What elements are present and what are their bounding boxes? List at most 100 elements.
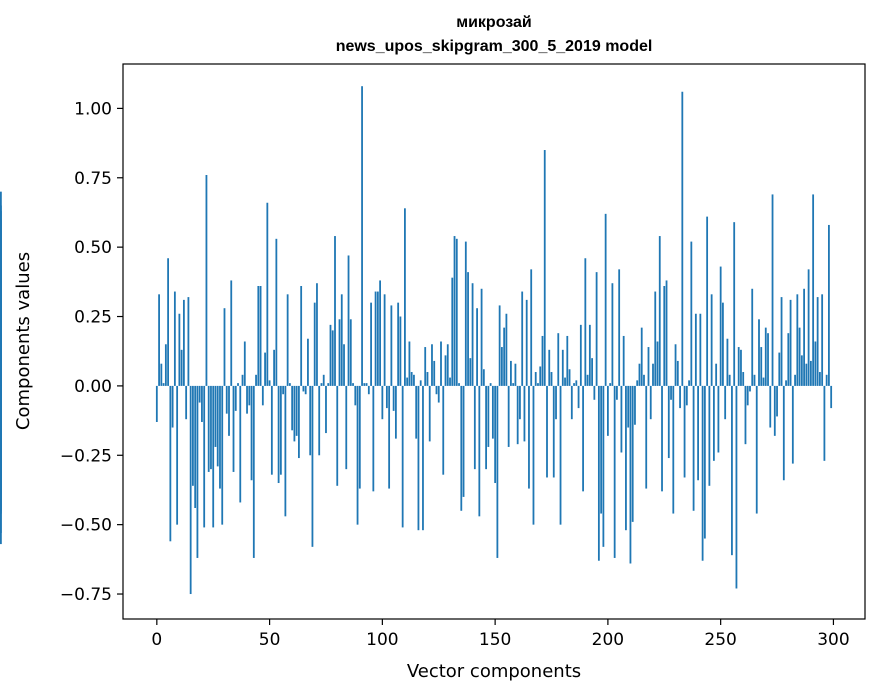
bar-215 <box>640 327 643 386</box>
bar-229 <box>672 385 675 514</box>
bar-213 <box>636 380 639 386</box>
bar-242 <box>701 385 704 561</box>
bar-169 <box>537 383 539 386</box>
bar-182 <box>566 335 569 386</box>
bar-286 <box>800 355 803 386</box>
bar-251 <box>722 302 724 386</box>
bar-11 <box>180 349 183 386</box>
bar-205 <box>618 269 621 386</box>
bar-35 <box>234 385 237 411</box>
bar-25 <box>212 385 215 528</box>
bar-293 <box>816 297 819 386</box>
bar-76 <box>327 383 330 386</box>
bar-268 <box>760 347 763 386</box>
bar-234 <box>683 385 686 478</box>
y-tick-label: 1.00 <box>74 99 112 119</box>
bar-58 <box>286 294 289 386</box>
bar-290 <box>809 360 812 386</box>
bar-240 <box>697 385 699 481</box>
bar-154 <box>503 327 506 386</box>
bar-78 <box>331 330 334 386</box>
bar-281 <box>789 299 792 386</box>
bar-74 <box>322 374 325 386</box>
bar-189 <box>582 385 584 492</box>
bar-71 <box>316 283 318 386</box>
bar-42 <box>250 385 253 481</box>
bar-128 <box>444 355 447 386</box>
bar-177 <box>555 385 557 420</box>
bar-212 <box>634 385 636 425</box>
bar-143 <box>478 385 481 517</box>
bar-201 <box>609 383 612 386</box>
bar-164 <box>525 299 528 386</box>
bar-135 <box>460 385 463 511</box>
bar-126 <box>440 341 442 386</box>
bar-188 <box>579 324 582 386</box>
bar-199 <box>604 213 607 386</box>
bar-219 <box>649 385 652 420</box>
bar-272 <box>769 385 772 428</box>
bar-261 <box>744 385 747 445</box>
bar-260 <box>742 372 745 386</box>
bar-22 <box>205 175 208 386</box>
bar-291 <box>812 194 815 386</box>
bar-210 <box>629 385 632 564</box>
bar-298 <box>828 224 830 386</box>
bar-127 <box>442 385 445 475</box>
bar-46 <box>259 286 262 386</box>
bar-249 <box>717 385 720 453</box>
bar-75 <box>325 385 327 434</box>
bar-255 <box>731 385 733 556</box>
bar-124 <box>435 385 438 395</box>
bar-197 <box>600 385 603 514</box>
bar-228 <box>670 385 672 400</box>
bar-81 <box>338 319 341 386</box>
bar-43 <box>252 385 255 558</box>
bar-120 <box>426 372 429 386</box>
bar-166 <box>530 269 533 386</box>
bar-68 <box>309 385 312 456</box>
bar-23 <box>207 385 210 472</box>
bar-194 <box>593 385 596 400</box>
x-axis-label: Vector components <box>407 661 581 682</box>
bar-227 <box>667 385 670 459</box>
bar-77 <box>329 324 332 386</box>
bar-104 <box>390 305 393 386</box>
bar-55 <box>279 385 282 475</box>
bar-153 <box>500 347 503 386</box>
bar-192 <box>588 324 591 386</box>
bar-142 <box>476 308 478 386</box>
bar-162 <box>521 291 524 386</box>
bar-282 <box>791 385 794 464</box>
bar-270 <box>764 327 767 386</box>
bar-175 <box>550 372 553 386</box>
bar-106 <box>394 385 397 439</box>
bar-8 <box>173 291 176 386</box>
bar-297 <box>825 374 828 386</box>
bar-252 <box>724 385 727 420</box>
x-tick-label: 250 <box>704 630 736 650</box>
bar-216 <box>643 374 645 386</box>
bar-16 <box>192 385 194 486</box>
bar-202 <box>611 283 614 386</box>
bar-158 <box>512 383 515 386</box>
bar-263 <box>749 385 751 392</box>
bar-285 <box>798 327 801 386</box>
bar-5 <box>167 258 169 386</box>
bar-83 <box>343 344 345 386</box>
bar-179 <box>559 385 562 525</box>
bar-172 <box>543 150 546 386</box>
bar-118 <box>422 385 424 531</box>
bar-103 <box>388 385 391 489</box>
bar-21 <box>203 385 206 528</box>
bar-6 <box>169 385 172 542</box>
bar-267 <box>758 319 760 386</box>
bar-259 <box>740 349 742 386</box>
y-tick-label: −0.25 <box>60 446 112 466</box>
x-tick-label: 200 <box>592 630 624 650</box>
bar-250 <box>719 266 722 386</box>
bar-88 <box>354 385 357 406</box>
bar-63 <box>298 385 300 459</box>
bar-218 <box>647 347 650 386</box>
